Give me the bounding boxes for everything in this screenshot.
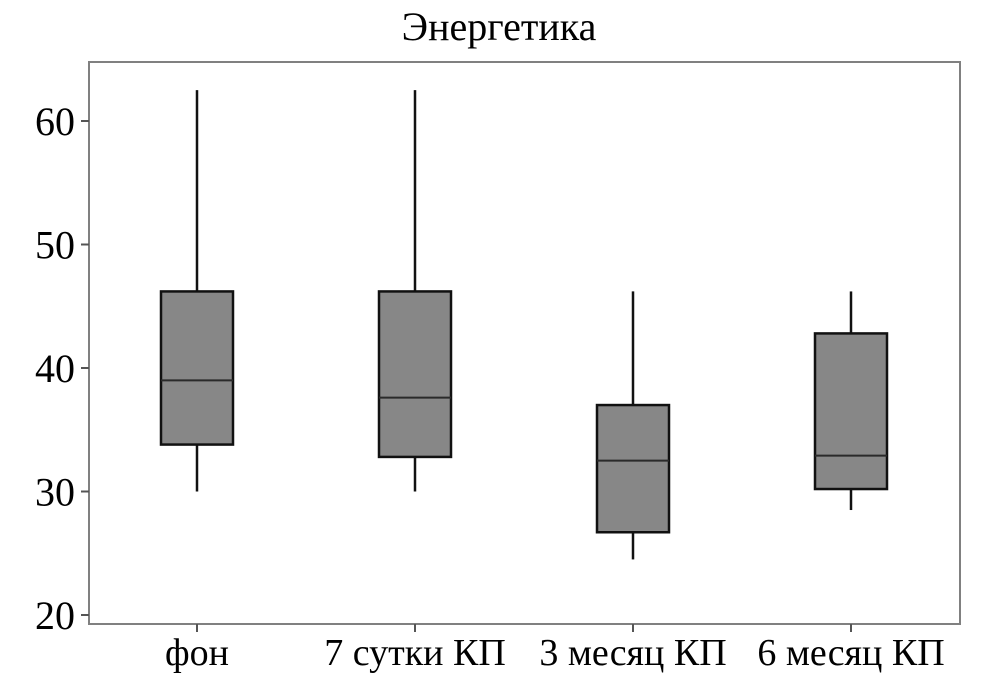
plot-frame [88,61,961,625]
x-axis: фон 7 сутки КП 3 месяц КП 6 месяц КП [165,624,945,674]
x-tick-label: 7 сутки КП [324,632,506,674]
box-1 [159,90,235,492]
y-tick-label: 20 [35,593,75,638]
iqr-box [595,403,671,534]
box-4 [813,291,889,511]
y-axis: 20 30 40 50 60 [35,99,89,638]
y-tick-label: 50 [35,223,75,268]
box-2 [377,90,453,492]
iqr-box [813,332,889,491]
boxes [159,90,889,560]
box-3 [595,291,671,560]
y-tick-label: 60 [35,99,75,144]
y-tick-label: 40 [35,346,75,391]
x-tick-label: 3 месяц КП [539,632,726,674]
iqr-box [377,290,453,459]
x-tick-label: 6 месяц КП [757,632,944,674]
iqr-box [159,290,235,446]
x-tick-label: фон [165,632,229,674]
chart-title: Энергетика [402,4,597,49]
y-tick-label: 30 [35,470,75,515]
